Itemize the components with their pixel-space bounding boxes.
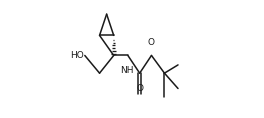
Text: NH: NH	[121, 66, 134, 75]
Text: HO: HO	[70, 51, 84, 60]
Text: O: O	[136, 84, 143, 93]
Text: O: O	[148, 38, 155, 47]
